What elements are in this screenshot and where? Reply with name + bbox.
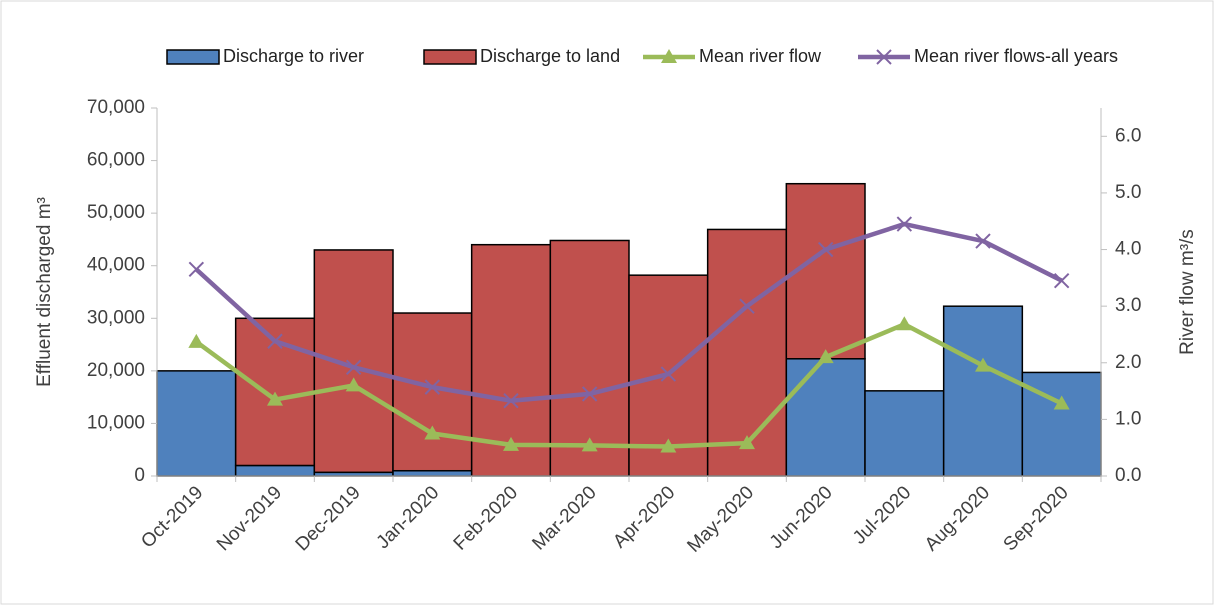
legend-marker [661, 49, 677, 63]
legend-swatch [423, 49, 477, 65]
line-marker [1053, 395, 1070, 410]
y2-tick-label: 6.0 [1115, 125, 1141, 146]
legend-label: Mean river flows-all years [914, 46, 1118, 66]
line-marker [817, 349, 834, 364]
line-marker [581, 437, 598, 452]
line-marker [345, 359, 362, 376]
line-marker [188, 261, 205, 278]
line [194, 221, 1063, 403]
y-tick-label: 70,000 [87, 97, 145, 118]
line-marker [267, 333, 283, 349]
line-marker [345, 377, 362, 392]
y2-tick-label: 0.0 [1115, 465, 1141, 486]
y-tick-label: 40,000 [87, 255, 145, 276]
line-marker [188, 333, 205, 348]
line-marker [503, 392, 519, 409]
line-marker [975, 233, 991, 249]
y-tick-label: 60,000 [87, 150, 145, 171]
y-tick-label: 20,000 [87, 360, 145, 381]
y2-tick-label: 1.0 [1115, 408, 1141, 429]
y-axis-title: Effluent discharged m³ [34, 197, 55, 387]
y2-tick-label: 4.0 [1115, 239, 1141, 260]
bar [156, 370, 237, 477]
line-marker [581, 386, 598, 402]
legend-marker [876, 49, 892, 65]
bar [313, 249, 394, 474]
line-marker [896, 216, 913, 232]
line-marker [660, 438, 677, 453]
legend-label: Mean river flow [699, 46, 822, 66]
y-tick-label: 0 [134, 465, 145, 486]
bar [234, 464, 316, 477]
y2-axis-title: River flow m³/s [1177, 229, 1198, 355]
y2-tick-label: 2.0 [1115, 352, 1141, 373]
line-marker [896, 316, 913, 331]
line [195, 322, 1063, 449]
bar [785, 358, 866, 477]
line-marker [817, 241, 834, 258]
line-marker [503, 436, 519, 451]
bar [942, 305, 1024, 477]
line-marker [660, 366, 677, 382]
bar [549, 239, 630, 477]
legend-label: Discharge to river [223, 46, 364, 66]
bar [785, 182, 866, 360]
line-marker [1053, 272, 1070, 289]
line-marker [975, 357, 991, 372]
legend-label: Discharge to land [480, 46, 620, 66]
legend-swatch [166, 49, 220, 65]
bar [864, 390, 945, 477]
bar [392, 469, 473, 477]
y-tick-label: 30,000 [87, 307, 145, 328]
y-tick-label: 50,000 [87, 202, 145, 223]
line-marker [424, 425, 441, 440]
line-marker [267, 391, 283, 406]
y-tick-label: 10,000 [87, 412, 145, 433]
y2-tick-label: 5.0 [1115, 182, 1141, 203]
y2-tick-label: 3.0 [1115, 295, 1141, 316]
line-marker [739, 435, 755, 450]
bar [706, 228, 788, 477]
line-marker [739, 298, 755, 314]
line-marker [424, 379, 441, 395]
